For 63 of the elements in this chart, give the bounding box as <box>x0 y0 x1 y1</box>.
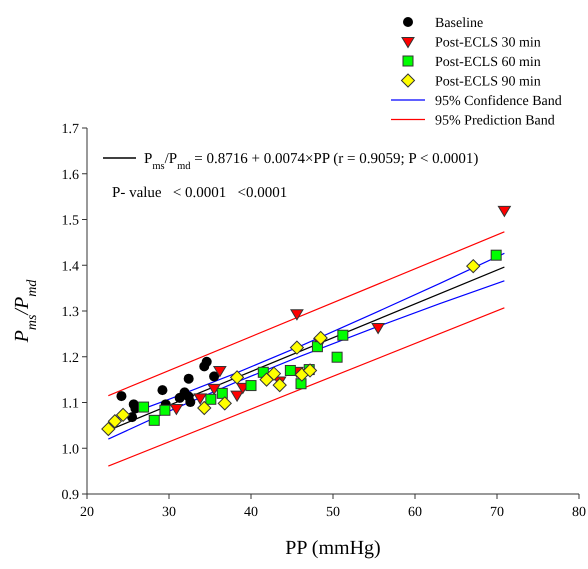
point <box>170 404 183 415</box>
point <box>246 380 256 392</box>
x-tick-label: 30 <box>162 505 176 520</box>
point <box>284 364 296 376</box>
point <box>332 352 343 363</box>
legend-label: 95% Prediction Band <box>435 114 555 128</box>
x-tick-label: 70 <box>490 505 504 520</box>
point <box>230 390 244 402</box>
point <box>194 393 207 404</box>
y-tick-label: 1.2 <box>62 350 79 366</box>
point <box>127 412 138 422</box>
legend-label: P$_{ms}$/P$_{md}$ = 0.8716 + 0.0074×PP (r = 0.9059; P < 0.0001) <box>144 151 478 172</box>
point <box>138 402 150 413</box>
y-tick-label: 0.9 <box>62 488 79 503</box>
point <box>157 385 168 396</box>
y-tick-label: 1.1 <box>62 396 79 412</box>
legend-label: Baseline <box>435 16 484 31</box>
point <box>314 330 328 345</box>
point <box>213 366 226 377</box>
point <box>303 363 318 378</box>
point <box>205 394 216 405</box>
legend-label: Post-ECLS 90 min <box>435 74 541 90</box>
point <box>101 422 116 436</box>
point <box>337 330 348 341</box>
y-tick-label: 1.5 <box>62 214 79 228</box>
annotation: P- value < 0.0001 <0.0001 <box>112 185 288 201</box>
point <box>202 356 212 367</box>
point <box>108 414 122 428</box>
y-tick-label: 1.6 <box>62 168 79 183</box>
x-tick-label: 80 <box>572 505 586 520</box>
point <box>290 340 304 355</box>
point <box>230 370 244 384</box>
point <box>490 250 502 261</box>
point <box>266 366 281 381</box>
x-tick-label: 40 <box>244 505 258 520</box>
legend-label: Post-ECLS 30 min <box>435 36 541 50</box>
point <box>216 388 228 399</box>
y-tick-label: 1.3 <box>62 305 79 320</box>
point <box>148 414 160 426</box>
legend-label: Post-ECLS 60 min <box>435 55 541 70</box>
y-tick-label: 1.0 <box>62 442 79 458</box>
point <box>197 400 212 415</box>
point <box>116 391 126 402</box>
point <box>260 372 274 387</box>
x-tick-label: 20 <box>80 505 94 520</box>
point <box>466 259 480 274</box>
point <box>159 404 170 416</box>
point <box>185 397 196 408</box>
point <box>209 371 220 382</box>
y-tick-label: 1.4 <box>62 259 79 274</box>
point <box>498 206 511 217</box>
point <box>208 384 221 395</box>
point <box>372 322 385 334</box>
legend-label: 95% Confidence Band <box>435 94 562 109</box>
point <box>218 396 232 410</box>
y-tick-label: 1.7 <box>62 122 79 137</box>
x-tick-label: 50 <box>326 505 340 520</box>
point <box>272 378 287 392</box>
x-axis-title: PP (mmHg) <box>285 537 381 559</box>
point <box>184 374 194 384</box>
point <box>116 408 130 422</box>
point <box>290 309 304 320</box>
x-tick-label: 60 <box>408 505 422 520</box>
